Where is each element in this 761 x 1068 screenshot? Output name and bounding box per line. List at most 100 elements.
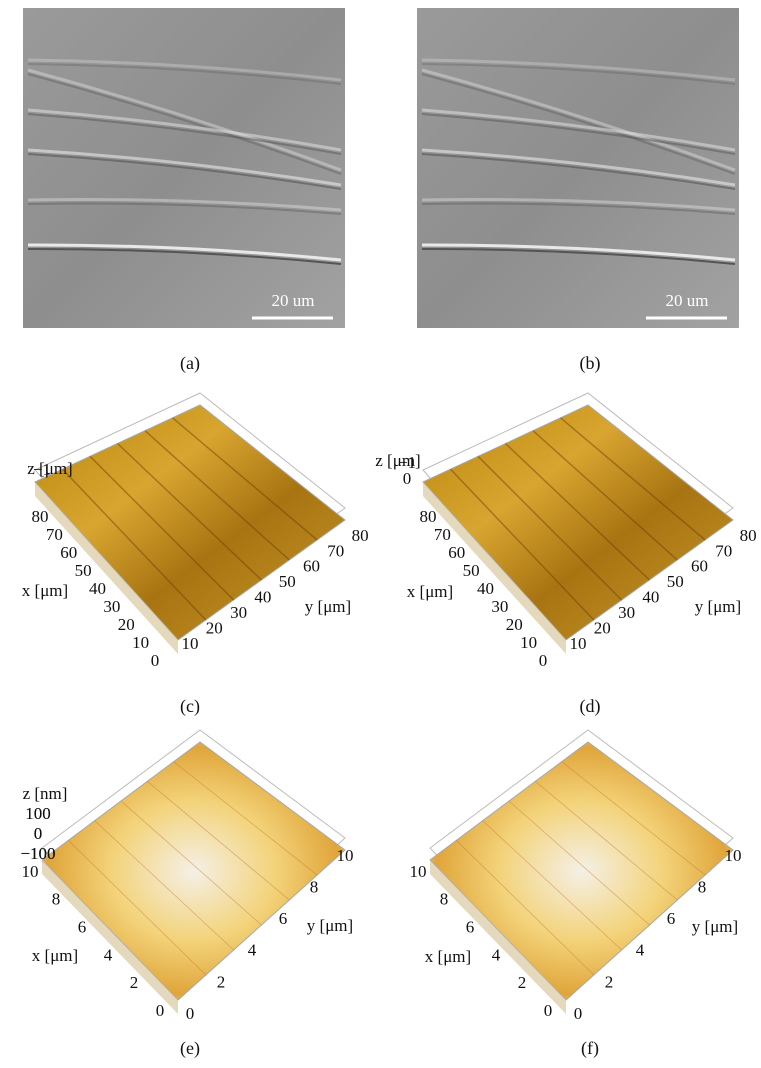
z-tick-label: 100 (25, 804, 51, 823)
x-tick-label: 30 (491, 597, 508, 616)
surface-streak (421, 58, 736, 82)
surface-ridge (61, 468, 207, 621)
x-tick-label: 6 (78, 918, 87, 937)
panel-label: (e) (180, 1038, 200, 1059)
x-tick-label: 30 (103, 597, 120, 616)
surface-ridge (508, 800, 650, 926)
y-tick-label: 50 (667, 572, 684, 591)
surface-streak (27, 243, 342, 262)
x-tick-label: 0 (539, 651, 548, 670)
x-tick-label: 50 (75, 561, 92, 580)
x-tick-label: 2 (518, 973, 527, 992)
surface-streak (27, 63, 342, 85)
y-tick-label: 6 (667, 909, 676, 928)
surface-streak (27, 113, 342, 155)
surface-streak (421, 108, 736, 152)
surface (34, 404, 346, 641)
x-tick-label: 50 (463, 561, 480, 580)
y-axis-label: y [μm] (695, 597, 741, 616)
y-tick-label: 50 (279, 572, 296, 591)
surface-ridge (94, 820, 234, 951)
y-tick-label: 6 (279, 909, 288, 928)
surface-ridge (147, 781, 290, 901)
y-tick-label: 60 (691, 557, 708, 576)
surface-streak (27, 148, 342, 187)
y-tick-label: 10 (570, 634, 587, 653)
surface-ridge (532, 430, 678, 561)
y-axis-label: y [μm] (305, 597, 351, 616)
panel-label: (c) (180, 696, 200, 717)
surface-streak (421, 247, 736, 265)
z-tick-label: −1 (398, 453, 416, 472)
y-tick-label: 80 (352, 526, 369, 545)
surface-streak (421, 63, 736, 85)
surface-streak (27, 68, 342, 172)
z-tick-label: 0 (34, 824, 43, 843)
y-tick-label: 0 (186, 1004, 195, 1023)
surface-streak (27, 247, 342, 265)
x-tick-label: 4 (104, 945, 113, 964)
panel-label: (d) (580, 696, 601, 717)
y-axis-label: y [μm] (692, 917, 738, 936)
surface-ridge (560, 417, 706, 541)
x-tick-label: 40 (477, 579, 494, 598)
scale-bar-label: 20 um (666, 291, 709, 310)
surface-streak (421, 113, 736, 155)
x-tick-label: 8 (52, 890, 61, 909)
y-tick-label: 70 (327, 541, 344, 560)
surface-ridge (144, 430, 290, 561)
z-tick-label: −1 (33, 460, 51, 479)
y-tick-label: 40 (254, 588, 271, 607)
surface-ridge (173, 761, 318, 876)
surface-streak (27, 197, 342, 212)
y-tick-label: 10 (337, 846, 354, 865)
surface-streak (421, 73, 736, 175)
scale-bar-label: 20 um (272, 291, 315, 310)
x-tick-label: 2 (130, 973, 139, 992)
z-tick-label: 0 (403, 469, 412, 488)
surface-streak (27, 73, 342, 175)
x-tick-label: 10 (410, 862, 427, 881)
y-tick-label: 4 (636, 941, 645, 960)
surface-streak (27, 58, 342, 82)
y-tick-label: 10 (725, 846, 742, 865)
surface-side (35, 482, 178, 654)
surface-streak (421, 148, 736, 187)
z-tick-label: 100 (25, 804, 51, 823)
x-tick-label: 80 (32, 507, 49, 526)
y-tick-label: 2 (605, 972, 614, 991)
surface-ridge (89, 455, 235, 601)
z-axis-label: z [μm] (375, 451, 420, 470)
surface (422, 404, 734, 641)
y-tick-label: 10 (182, 634, 199, 653)
y-tick-label: 4 (248, 941, 257, 960)
surface-ridge (456, 840, 595, 976)
x-tick-label: 10 (520, 633, 537, 652)
z-tick-label: 0 (34, 824, 43, 843)
x-axis-label: x [μm] (425, 947, 471, 966)
z-tick-label: −100 (20, 844, 55, 863)
y-axis-label: y [μm] (307, 916, 353, 935)
surface-ridge (504, 442, 651, 581)
surface-ridge (561, 761, 706, 876)
x-tick-label: 80 (420, 507, 437, 526)
y-tick-label: 8 (310, 878, 319, 897)
y-tick-label: 70 (715, 541, 732, 560)
y-tick-label: 8 (698, 878, 707, 897)
surface-ridge (535, 781, 678, 901)
surface-streak (27, 153, 342, 190)
panel-label: (f) (581, 1038, 599, 1059)
surface-side (423, 482, 566, 654)
x-tick-label: 20 (506, 615, 523, 634)
x-tick-label: 0 (151, 651, 160, 670)
y-tick-label: 80 (740, 526, 757, 545)
y-tick-label: 40 (642, 588, 659, 607)
y-tick-label: 30 (618, 603, 635, 622)
x-tick-label: 4 (492, 945, 501, 964)
x-axis-label: x [μm] (22, 581, 68, 600)
surface-streak (421, 202, 736, 215)
x-tick-label: 60 (448, 543, 465, 562)
surface-streak (421, 68, 736, 172)
x-tick-label: 20 (118, 615, 135, 634)
